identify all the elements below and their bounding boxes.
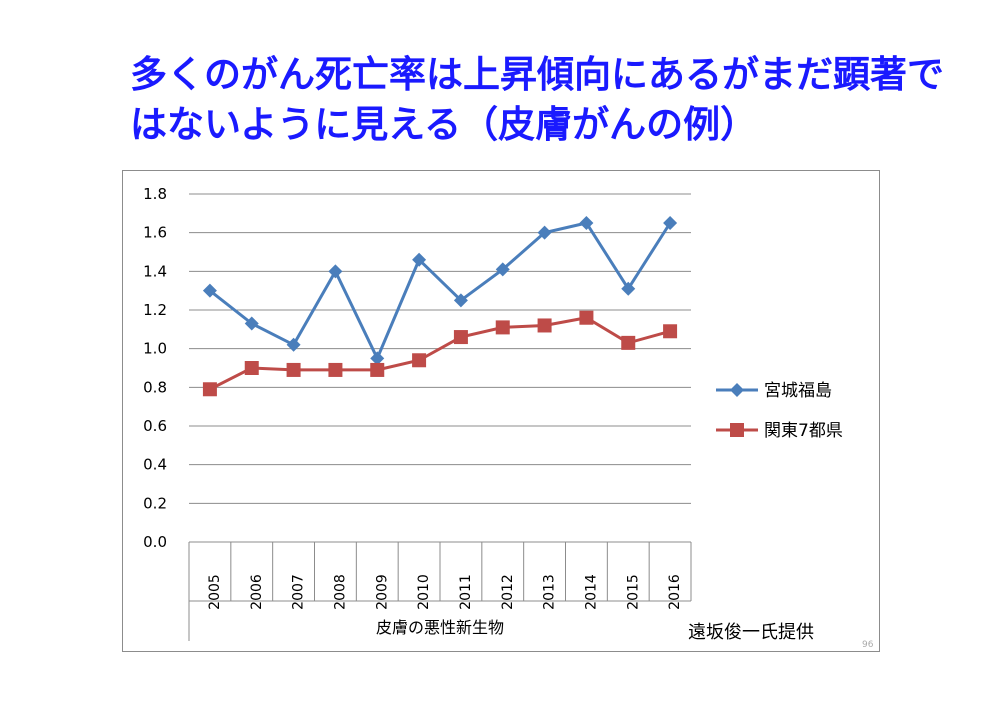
series-line: [208, 221, 672, 362]
data-point-square: [579, 310, 594, 325]
legend-marker-square: [730, 423, 744, 437]
slide-title: 多くのがん死亡率は上昇傾向にあるがまだ顕著ではないように見える（皮膚がんの例）: [130, 53, 944, 146]
y-tick-label: 1.2: [143, 301, 167, 319]
x-tick-label: 2006: [249, 574, 265, 610]
legend-label: 関東7都県: [764, 421, 843, 441]
y-tick-label: 0.2: [143, 494, 167, 512]
x-tick-label: 2010: [416, 574, 432, 610]
data-point-diamond: [537, 225, 552, 240]
series-line: [209, 316, 671, 391]
legend-marker-diamond: [730, 383, 744, 397]
data-point-square: [621, 335, 636, 350]
data-point-square: [328, 362, 343, 377]
data-point-diamond: [579, 216, 594, 230]
x-axis-label: 皮膚の悪性新生物: [376, 618, 504, 637]
data-point-diamond: [370, 351, 385, 366]
y-tick-label: 1.4: [143, 262, 167, 280]
x-tick-label: 2009: [374, 574, 390, 610]
y-tick-label: 1.8: [143, 185, 167, 203]
x-tick-label: 2016: [667, 574, 683, 610]
data-point-diamond: [412, 252, 427, 267]
data-point-square: [453, 330, 468, 345]
credit-text: 遠坂俊一氏提供: [688, 622, 814, 643]
y-tick-label: 0.0: [143, 533, 167, 551]
chart-frame: 0.0 0.2 0.4 0.6 0.8 1.0 1.2 1.4 1.6 1.8 2005 2006 20…: [122, 170, 880, 652]
data-point-square: [286, 362, 301, 377]
data-point-square: [495, 320, 510, 335]
data-point-square: [663, 324, 678, 339]
data-point-diamond: [495, 262, 510, 277]
line-chart: 0.0 0.2 0.4 0.6 0.8 1.0 1.2 1.4 1.6 1.8 2005 2006 20…: [143, 185, 843, 641]
y-tick-label: 0.6: [143, 417, 167, 435]
legend-label: 宮城福島: [764, 381, 832, 401]
data-point-diamond: [202, 283, 217, 298]
page-number: 96: [862, 640, 874, 650]
y-tick-label: 0.4: [143, 456, 167, 474]
x-tick-label: 2007: [291, 574, 307, 610]
data-point-diamond: [453, 293, 468, 308]
data-point-square: [370, 362, 385, 377]
x-tick-label: 2008: [332, 574, 348, 610]
x-tick-label: 2011: [458, 574, 474, 610]
data-point-square: [202, 382, 217, 397]
data-point-diamond: [328, 264, 343, 279]
data-point-diamond: [244, 316, 259, 331]
data-point-diamond: [286, 337, 301, 352]
data-point-square: [412, 353, 427, 368]
x-tick-label: 2013: [542, 574, 558, 610]
data-point-diamond: [621, 281, 636, 296]
data-point-diamond: [663, 216, 678, 230]
x-tick-label: 2014: [583, 574, 599, 610]
y-tick-label: 0.8: [143, 378, 167, 396]
y-tick-label: 1.0: [143, 340, 167, 358]
data-point-square: [244, 361, 259, 375]
x-tick-label: 2005: [207, 574, 223, 610]
data-point-square: [537, 318, 552, 333]
x-tick-label: 2015: [625, 574, 641, 610]
y-tick-label: 1.6: [143, 224, 167, 242]
x-tick-label: 2012: [500, 574, 516, 610]
